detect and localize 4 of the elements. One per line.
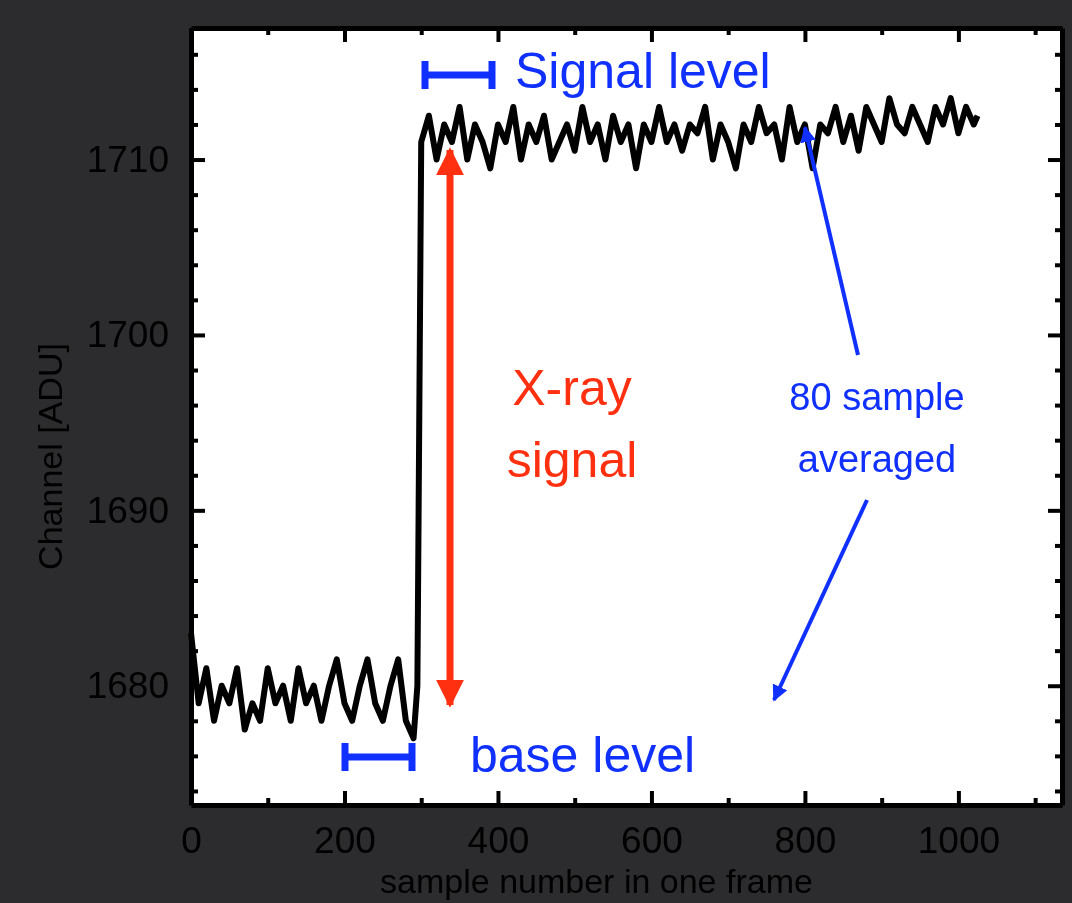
annotation: 80 sample averaged [789,376,965,480]
annotation: base level [470,727,696,783]
annotation: Signal level [515,43,771,99]
annotation: X-ray signal [506,360,638,488]
